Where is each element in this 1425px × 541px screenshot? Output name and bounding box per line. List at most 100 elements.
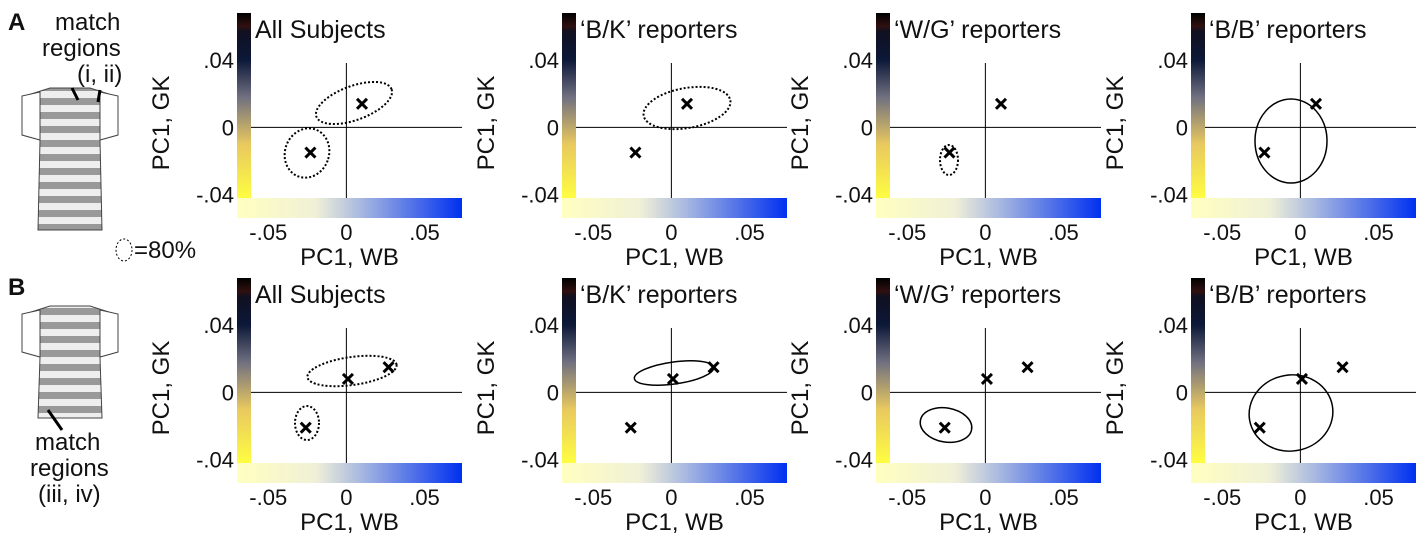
y-tick-label: 0 bbox=[1176, 115, 1188, 140]
x-tick-label: -.05 bbox=[1203, 485, 1241, 510]
colorbar-vertical bbox=[1191, 13, 1205, 200]
x-axis-label: PC1, WB bbox=[625, 244, 724, 271]
marker bbox=[1338, 362, 1348, 372]
contour bbox=[278, 122, 336, 184]
panel: -.050.05-.040.04‘B/K’ reportersPC1, WBPC… bbox=[473, 278, 787, 536]
annotation: matchregions(iii, iv) bbox=[30, 429, 109, 508]
panel-title: ‘W/G’ reporters bbox=[894, 281, 1061, 309]
marker bbox=[982, 374, 992, 384]
colorbar-horizontal bbox=[876, 463, 1101, 483]
x-axis-label: PC1, WB bbox=[939, 509, 1038, 536]
colorbar-vertical bbox=[562, 278, 576, 465]
x-tick-label: .05 bbox=[734, 485, 765, 510]
x-tick-label: .05 bbox=[1363, 485, 1394, 510]
y-tick-label: -.04 bbox=[521, 183, 559, 208]
contour bbox=[633, 357, 715, 390]
panel: -.050.05-.040.04‘B/B’ reportersPC1, WBPC… bbox=[1102, 278, 1416, 536]
page: A B matchregions(i, ii) matchregions(iii… bbox=[0, 0, 1425, 541]
colorbar-horizontal bbox=[562, 463, 787, 483]
panel-title: ‘W/G’ reporters bbox=[894, 16, 1061, 44]
y-axis-label: PC1, GK bbox=[787, 341, 814, 436]
y-tick-label: -.04 bbox=[196, 448, 234, 473]
x-tick-label: 0 bbox=[665, 220, 677, 245]
y-tick-label: .04 bbox=[203, 48, 234, 73]
contour bbox=[311, 73, 398, 132]
marker bbox=[343, 374, 353, 384]
x-tick-label: -.05 bbox=[249, 485, 287, 510]
x-tick-label: -.05 bbox=[1203, 220, 1241, 245]
contour bbox=[1255, 99, 1327, 183]
y-axis-label: PC1, GK bbox=[473, 76, 500, 171]
marker bbox=[357, 99, 367, 109]
marker bbox=[626, 423, 636, 433]
y-axis-label: PC1, GK bbox=[1102, 341, 1129, 436]
y-axis-label: PC1, GK bbox=[1102, 76, 1129, 171]
colorbar-horizontal bbox=[237, 198, 462, 218]
x-tick-label: .05 bbox=[1363, 220, 1394, 245]
y-tick-label: -.04 bbox=[1150, 183, 1188, 208]
colorbar-vertical bbox=[237, 278, 251, 465]
annotation: matchregions(i, ii) bbox=[42, 9, 122, 88]
x-tick-label: 0 bbox=[1294, 485, 1306, 510]
y-tick-label: 0 bbox=[861, 115, 873, 140]
y-tick-label: .04 bbox=[1157, 313, 1188, 338]
x-axis-label: PC1, WB bbox=[625, 509, 724, 536]
figure: A B matchregions(i, ii) matchregions(iii… bbox=[0, 0, 1425, 541]
marker bbox=[301, 423, 311, 433]
panel-title: ‘B/B’ reporters bbox=[1209, 16, 1366, 44]
marker bbox=[668, 374, 678, 384]
y-axis-label: PC1, GK bbox=[148, 341, 175, 436]
x-tick-label: .05 bbox=[1048, 485, 1079, 510]
x-tick-label: -.05 bbox=[888, 220, 926, 245]
marker bbox=[944, 148, 954, 158]
y-tick-label: 0 bbox=[547, 115, 559, 140]
contour bbox=[295, 406, 319, 440]
panel-title: ‘B/B’ reporters bbox=[1209, 281, 1366, 309]
panel-letter: A bbox=[8, 9, 25, 36]
y-tick-label: -.04 bbox=[835, 448, 873, 473]
colorbar-vertical bbox=[876, 278, 890, 465]
x-tick-label: -.05 bbox=[249, 220, 287, 245]
y-tick-label: .04 bbox=[528, 48, 559, 73]
colorbar-horizontal bbox=[237, 463, 462, 483]
x-tick-label: 0 bbox=[1294, 220, 1306, 245]
y-tick-label: -.04 bbox=[196, 183, 234, 208]
panel-letter: B bbox=[8, 274, 25, 301]
marker bbox=[1259, 148, 1269, 158]
y-tick-label: .04 bbox=[842, 313, 873, 338]
marker bbox=[996, 99, 1006, 109]
marker bbox=[940, 423, 950, 433]
panel: -.050.05-.040.04‘B/K’ reportersPC1, WBPC… bbox=[473, 13, 787, 271]
y-tick-label: .04 bbox=[528, 313, 559, 338]
colorbar-vertical bbox=[1191, 278, 1205, 465]
panel-title: ‘B/K’ reporters bbox=[580, 281, 737, 309]
marker bbox=[305, 148, 315, 158]
x-tick-label: 0 bbox=[979, 220, 991, 245]
colorbar-horizontal bbox=[876, 198, 1101, 218]
marker bbox=[1255, 423, 1265, 433]
dress-icon bbox=[22, 306, 118, 418]
x-tick-label: .05 bbox=[409, 220, 440, 245]
y-tick-label: 0 bbox=[861, 380, 873, 405]
marker bbox=[384, 362, 394, 372]
x-axis-label: PC1, WB bbox=[300, 509, 399, 536]
panel-title: All Subjects bbox=[255, 16, 386, 44]
contour bbox=[940, 145, 958, 175]
dress-icon bbox=[22, 88, 118, 230]
y-tick-label: 0 bbox=[222, 380, 234, 405]
y-tick-label: -.04 bbox=[521, 448, 559, 473]
x-tick-label: 0 bbox=[340, 220, 352, 245]
annotation: =80% bbox=[134, 237, 196, 264]
y-tick-label: 0 bbox=[222, 115, 234, 140]
colorbar-horizontal bbox=[1191, 198, 1416, 218]
x-tick-label: .05 bbox=[409, 485, 440, 510]
panel-title: All Subjects bbox=[255, 281, 386, 309]
y-axis-label: PC1, GK bbox=[148, 76, 175, 171]
y-tick-label: 0 bbox=[1176, 380, 1188, 405]
y-tick-label: .04 bbox=[203, 313, 234, 338]
marker bbox=[1311, 99, 1321, 109]
